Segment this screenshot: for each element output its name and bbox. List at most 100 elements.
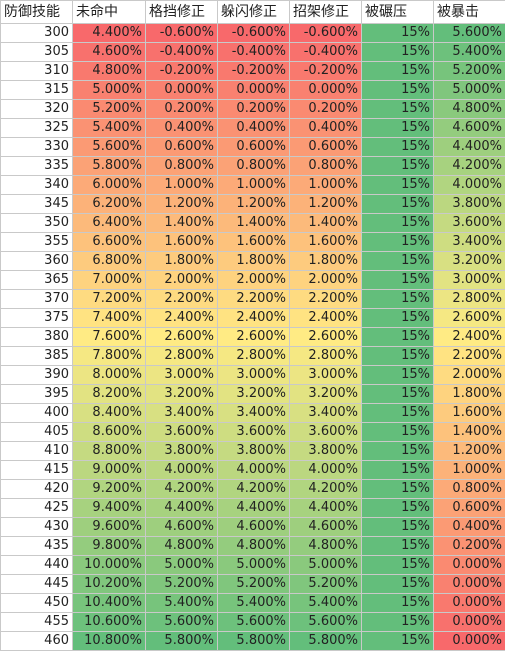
miss-cell[interactable]: 7.000% xyxy=(73,271,146,290)
block-mod-cell[interactable]: 1.800% xyxy=(146,252,218,271)
parry-mod-cell[interactable]: 0.800% xyxy=(290,157,362,176)
block-mod-cell[interactable]: 5.600% xyxy=(146,613,218,632)
miss-cell[interactable]: 7.600% xyxy=(73,328,146,347)
crit-cell[interactable]: 0.000% xyxy=(434,556,505,575)
defense-skill-cell[interactable]: 355 xyxy=(1,233,73,252)
crit-cell[interactable]: 4.800% xyxy=(434,100,505,119)
miss-cell[interactable]: 7.400% xyxy=(73,309,146,328)
block-mod-cell[interactable]: 2.800% xyxy=(146,347,218,366)
dodge-mod-cell[interactable]: 0.800% xyxy=(218,157,290,176)
block-mod-cell[interactable]: 5.200% xyxy=(146,575,218,594)
dodge-mod-cell[interactable]: 2.000% xyxy=(218,271,290,290)
defense-skill-cell[interactable]: 360 xyxy=(1,252,73,271)
crit-cell[interactable]: 3.800% xyxy=(434,195,505,214)
block-mod-cell[interactable]: 0.600% xyxy=(146,138,218,157)
crit-cell[interactable]: 2.000% xyxy=(434,366,505,385)
parry-mod-cell[interactable]: 3.400% xyxy=(290,404,362,423)
defense-skill-cell[interactable]: 335 xyxy=(1,157,73,176)
crit-cell[interactable]: 4.000% xyxy=(434,176,505,195)
crit-cell[interactable]: 0.000% xyxy=(434,575,505,594)
parry-mod-cell[interactable]: 2.200% xyxy=(290,290,362,309)
crit-cell[interactable]: 0.800% xyxy=(434,480,505,499)
parry-mod-cell[interactable]: 2.000% xyxy=(290,271,362,290)
crit-cell[interactable]: 0.000% xyxy=(434,594,505,613)
crushed-cell[interactable]: 15% xyxy=(362,442,434,461)
header-crushed[interactable]: 被碾压 xyxy=(362,1,434,24)
block-mod-cell[interactable]: 4.600% xyxy=(146,518,218,537)
crit-cell[interactable]: 1.400% xyxy=(434,423,505,442)
dodge-mod-cell[interactable]: 0.000% xyxy=(218,81,290,100)
defense-skill-cell[interactable]: 395 xyxy=(1,385,73,404)
crit-cell[interactable]: 4.400% xyxy=(434,138,505,157)
defense-skill-cell[interactable]: 455 xyxy=(1,613,73,632)
defense-skill-cell[interactable]: 380 xyxy=(1,328,73,347)
crushed-cell[interactable]: 15% xyxy=(362,613,434,632)
block-mod-cell[interactable]: -0.600% xyxy=(146,24,218,43)
dodge-mod-cell[interactable]: 2.800% xyxy=(218,347,290,366)
crushed-cell[interactable]: 15% xyxy=(362,62,434,81)
block-mod-cell[interactable]: 2.200% xyxy=(146,290,218,309)
block-mod-cell[interactable]: 3.800% xyxy=(146,442,218,461)
header-defense-skill[interactable]: 防御技能 xyxy=(1,1,73,24)
miss-cell[interactable]: 8.000% xyxy=(73,366,146,385)
defense-skill-cell[interactable]: 390 xyxy=(1,366,73,385)
crushed-cell[interactable]: 15% xyxy=(362,385,434,404)
parry-mod-cell[interactable]: 3.600% xyxy=(290,423,362,442)
miss-cell[interactable]: 9.200% xyxy=(73,480,146,499)
crushed-cell[interactable]: 15% xyxy=(362,347,434,366)
crushed-cell[interactable]: 15% xyxy=(362,404,434,423)
parry-mod-cell[interactable]: -0.400% xyxy=(290,43,362,62)
miss-cell[interactable]: 6.600% xyxy=(73,233,146,252)
crushed-cell[interactable]: 15% xyxy=(362,252,434,271)
block-mod-cell[interactable]: 5.000% xyxy=(146,556,218,575)
parry-mod-cell[interactable]: 1.200% xyxy=(290,195,362,214)
block-mod-cell[interactable]: 2.400% xyxy=(146,309,218,328)
crushed-cell[interactable]: 15% xyxy=(362,480,434,499)
crit-cell[interactable]: 3.200% xyxy=(434,252,505,271)
dodge-mod-cell[interactable]: 2.400% xyxy=(218,309,290,328)
block-mod-cell[interactable]: 2.000% xyxy=(146,271,218,290)
parry-mod-cell[interactable]: 2.400% xyxy=(290,309,362,328)
defense-skill-cell[interactable]: 325 xyxy=(1,119,73,138)
crit-cell[interactable]: 2.600% xyxy=(434,309,505,328)
parry-mod-cell[interactable]: 3.800% xyxy=(290,442,362,461)
miss-cell[interactable]: 7.800% xyxy=(73,347,146,366)
miss-cell[interactable]: 6.000% xyxy=(73,176,146,195)
crit-cell[interactable]: 1.600% xyxy=(434,404,505,423)
defense-skill-cell[interactable]: 385 xyxy=(1,347,73,366)
crit-cell[interactable]: 0.200% xyxy=(434,537,505,556)
crushed-cell[interactable]: 15% xyxy=(362,309,434,328)
block-mod-cell[interactable]: 5.800% xyxy=(146,632,218,651)
miss-cell[interactable]: 8.600% xyxy=(73,423,146,442)
miss-cell[interactable]: 10.000% xyxy=(73,556,146,575)
crit-cell[interactable]: 0.000% xyxy=(434,613,505,632)
miss-cell[interactable]: 6.200% xyxy=(73,195,146,214)
miss-cell[interactable]: 5.600% xyxy=(73,138,146,157)
header-parry-mod[interactable]: 招架修正 xyxy=(290,1,362,24)
crushed-cell[interactable]: 15% xyxy=(362,176,434,195)
crit-cell[interactable]: 4.200% xyxy=(434,157,505,176)
defense-skill-cell[interactable]: 415 xyxy=(1,461,73,480)
block-mod-cell[interactable]: 4.400% xyxy=(146,499,218,518)
crushed-cell[interactable]: 15% xyxy=(362,81,434,100)
parry-mod-cell[interactable]: 2.600% xyxy=(290,328,362,347)
crit-cell[interactable]: 0.600% xyxy=(434,499,505,518)
dodge-mod-cell[interactable]: 4.400% xyxy=(218,499,290,518)
defense-skill-cell[interactable]: 320 xyxy=(1,100,73,119)
miss-cell[interactable]: 7.200% xyxy=(73,290,146,309)
miss-cell[interactable]: 5.200% xyxy=(73,100,146,119)
crushed-cell[interactable]: 15% xyxy=(362,43,434,62)
dodge-mod-cell[interactable]: 4.000% xyxy=(218,461,290,480)
parry-mod-cell[interactable]: 5.400% xyxy=(290,594,362,613)
dodge-mod-cell[interactable]: 5.800% xyxy=(218,632,290,651)
defense-skill-cell[interactable]: 315 xyxy=(1,81,73,100)
dodge-mod-cell[interactable]: 3.400% xyxy=(218,404,290,423)
miss-cell[interactable]: 6.400% xyxy=(73,214,146,233)
defense-skill-cell[interactable]: 430 xyxy=(1,518,73,537)
miss-cell[interactable]: 5.800% xyxy=(73,157,146,176)
block-mod-cell[interactable]: 3.600% xyxy=(146,423,218,442)
parry-mod-cell[interactable]: 0.400% xyxy=(290,119,362,138)
crushed-cell[interactable]: 15% xyxy=(362,290,434,309)
dodge-mod-cell[interactable]: -0.600% xyxy=(218,24,290,43)
block-mod-cell[interactable]: 2.600% xyxy=(146,328,218,347)
